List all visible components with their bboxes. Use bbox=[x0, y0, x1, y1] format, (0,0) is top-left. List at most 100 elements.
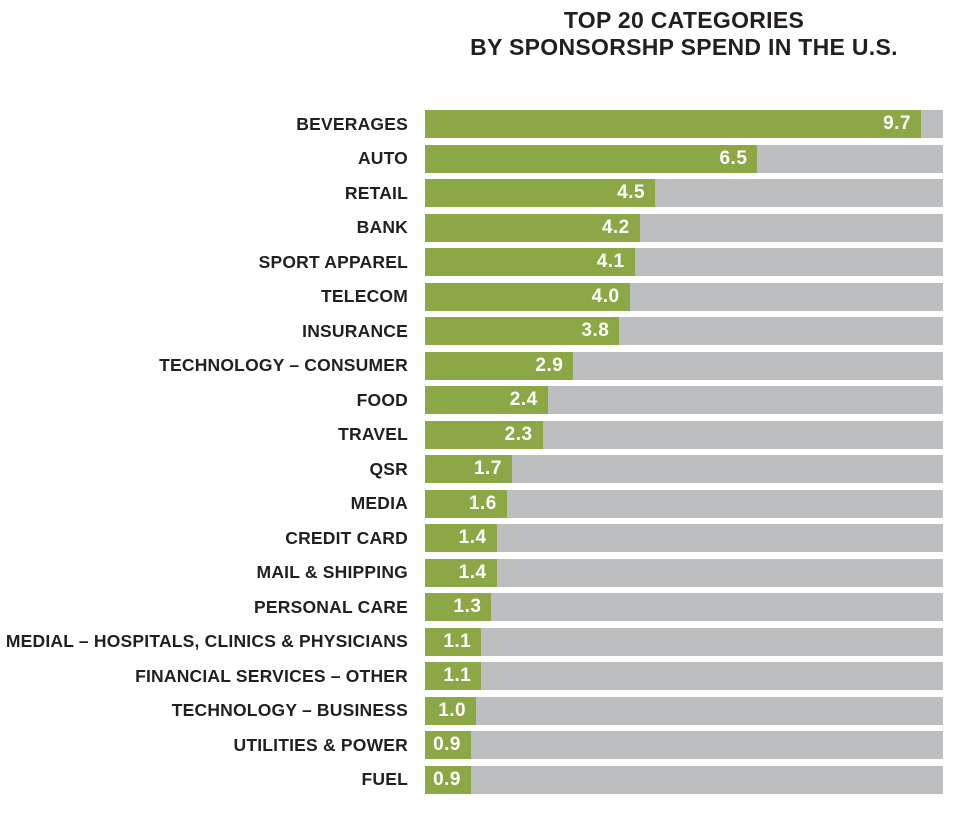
category-label: FOOD bbox=[356, 389, 408, 410]
bar-row: CREDIT CARD 1.4 bbox=[0, 524, 972, 552]
bar-fill: 3.8 bbox=[425, 317, 620, 345]
value-label: 4.0 bbox=[591, 285, 620, 307]
bar-fill: 0.9 bbox=[425, 765, 471, 794]
bar-row: INSURANCE 3.8 bbox=[0, 317, 972, 345]
category-label: QSR bbox=[369, 458, 408, 479]
category-label: TELECOM bbox=[321, 286, 408, 306]
value-label: 1.6 bbox=[468, 492, 497, 514]
category-label: MAIL & SHIPPING bbox=[256, 562, 408, 582]
bar-row: FINANCIAL SERVICES – OTHER 1.1 bbox=[0, 662, 972, 690]
bar-row: QSR 1.7 bbox=[0, 455, 972, 483]
bar-track: 4.0 bbox=[425, 282, 943, 311]
bar-track: 6.5 bbox=[425, 144, 943, 173]
bar-row: SPORT APPAREL 4.1 bbox=[0, 248, 972, 276]
bar-track: 2.3 bbox=[425, 420, 943, 449]
bar-fill: 1.4 bbox=[425, 524, 497, 552]
category-label: PERSONAL CARE bbox=[254, 596, 408, 617]
bar-row: MAIL & SHIPPING 1.4 bbox=[0, 558, 972, 587]
value-label: 0.9 bbox=[433, 734, 461, 755]
value-label: 4.1 bbox=[596, 251, 625, 272]
bar-track: 1.1 bbox=[425, 662, 943, 690]
bar-fill: 2.9 bbox=[425, 351, 574, 380]
bar-fill: 1.3 bbox=[425, 593, 492, 621]
bar-fill: 6.5 bbox=[425, 144, 758, 173]
category-label: RETAIL bbox=[344, 182, 408, 203]
bar-row: RETAIL 4.5 bbox=[0, 179, 972, 207]
bar-fill: 1.1 bbox=[425, 662, 482, 690]
bar-fill: 1.6 bbox=[425, 489, 507, 518]
bar-fill: 2.3 bbox=[425, 420, 543, 449]
bar-track: 3.8 bbox=[425, 317, 943, 345]
bar-track: 4.5 bbox=[425, 179, 943, 207]
category-label: CREDIT CARD bbox=[285, 527, 408, 548]
category-label: MEDIAL – HOSPITALS, CLINICS & PHYSICIANS bbox=[5, 631, 408, 651]
bar-track: 1.4 bbox=[425, 524, 943, 552]
chart-title: TOP 20 CATEGORIES BY SPONSORSHP SPEND IN… bbox=[425, 7, 943, 61]
bar-fill: 2.4 bbox=[425, 386, 548, 414]
bar-fill: 1.4 bbox=[425, 558, 497, 587]
value-label: 1.1 bbox=[443, 630, 472, 652]
chart-title-line1: TOP 20 CATEGORIES bbox=[563, 7, 805, 33]
bar-fill: 4.2 bbox=[425, 213, 640, 242]
category-label: UTILITIES & POWER bbox=[233, 734, 408, 755]
bar-row: PERSONAL CARE 1.3 bbox=[0, 593, 972, 621]
value-label: 2.4 bbox=[509, 389, 538, 410]
bar-track: 1.4 bbox=[425, 558, 943, 587]
bar-fill: 9.7 bbox=[425, 110, 922, 138]
bar-fill: 4.5 bbox=[425, 179, 656, 207]
value-label: 2.9 bbox=[535, 354, 564, 376]
chart-title-line2: BY SPONSORSHP SPEND IN THE U.S. bbox=[470, 34, 898, 60]
value-label: 4.2 bbox=[601, 216, 630, 238]
value-label: 1.3 bbox=[453, 596, 482, 617]
bar-track: 2.4 bbox=[425, 386, 943, 414]
value-label: 3.8 bbox=[581, 320, 610, 341]
value-label: 1.7 bbox=[473, 458, 502, 479]
bar-row: AUTO 6.5 bbox=[0, 144, 972, 173]
value-label: 1.4 bbox=[458, 561, 487, 583]
bar-fill: 0.9 bbox=[425, 731, 471, 759]
bar-row: FUEL 0.9 bbox=[0, 765, 972, 794]
bar-track: 1.0 bbox=[425, 696, 943, 725]
bar-track: 1.1 bbox=[425, 627, 943, 656]
category-label: BEVERAGES bbox=[296, 113, 408, 134]
value-label: 6.5 bbox=[719, 147, 748, 169]
bar-row: UTILITIES & POWER 0.9 bbox=[0, 731, 972, 759]
bar-fill: 4.1 bbox=[425, 248, 635, 276]
value-label: 1.4 bbox=[458, 527, 487, 548]
category-label: TECHNOLOGY – BUSINESS bbox=[171, 700, 408, 720]
bar-track: 4.1 bbox=[425, 248, 943, 276]
value-label: 1.0 bbox=[438, 699, 467, 721]
bar-row: MEDIA 1.6 bbox=[0, 489, 972, 518]
value-label: 4.5 bbox=[617, 182, 646, 203]
bar-fill: 1.1 bbox=[425, 627, 482, 656]
category-label: FINANCIAL SERVICES – OTHER bbox=[135, 665, 408, 686]
bar-row: BEVERAGES 9.7 bbox=[0, 110, 972, 138]
bar-chart: BEVERAGES 9.7 AUTO 6.5 RETAIL 4.5 BANK 4… bbox=[0, 110, 972, 794]
bar-track: 4.2 bbox=[425, 213, 943, 242]
bar-row: TELECOM 4.0 bbox=[0, 282, 972, 311]
category-label: SPORT APPAREL bbox=[258, 251, 408, 272]
value-label: 2.3 bbox=[504, 423, 533, 445]
category-label: FUEL bbox=[361, 769, 408, 789]
category-label: TECHNOLOGY – CONSUMER bbox=[159, 355, 408, 375]
category-label: MEDIA bbox=[350, 493, 408, 513]
category-label: TRAVEL bbox=[338, 424, 408, 444]
bar-fill: 1.0 bbox=[425, 696, 477, 725]
bar-row: TECHNOLOGY – CONSUMER 2.9 bbox=[0, 351, 972, 380]
value-label: 1.1 bbox=[443, 665, 472, 686]
category-label: INSURANCE bbox=[302, 320, 408, 341]
bar-track: 1.7 bbox=[425, 455, 943, 483]
category-label: BANK bbox=[356, 217, 408, 237]
bar-track: 0.9 bbox=[425, 765, 943, 794]
bar-row: TRAVEL 2.3 bbox=[0, 420, 972, 449]
value-label: 9.7 bbox=[883, 113, 912, 134]
category-label: AUTO bbox=[357, 148, 408, 168]
value-label: 0.9 bbox=[433, 768, 461, 790]
bar-track: 1.6 bbox=[425, 489, 943, 518]
bar-track: 0.9 bbox=[425, 731, 943, 759]
bar-track: 1.3 bbox=[425, 593, 943, 621]
bar-track: 9.7 bbox=[425, 110, 943, 138]
bar-row: FOOD 2.4 bbox=[0, 386, 972, 414]
bar-track: 2.9 bbox=[425, 351, 943, 380]
bar-row: TECHNOLOGY – BUSINESS 1.0 bbox=[0, 696, 972, 725]
